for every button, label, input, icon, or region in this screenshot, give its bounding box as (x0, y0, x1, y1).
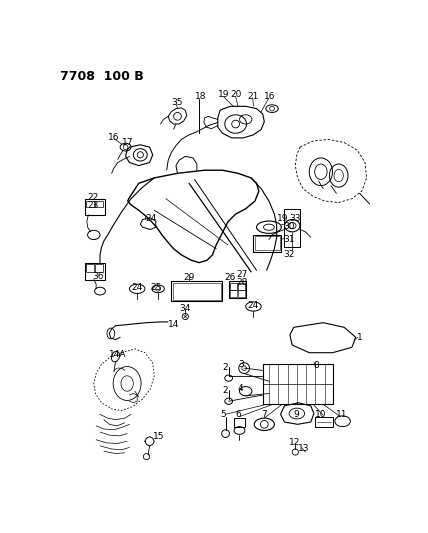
Text: 2: 2 (223, 386, 228, 395)
Bar (253, 235, 281, 252)
Bar (234, 418, 245, 427)
Text: 34: 34 (179, 304, 190, 313)
Text: 21: 21 (247, 92, 259, 101)
Bar (315, 417, 333, 427)
Text: 30: 30 (283, 222, 294, 231)
Text: 23: 23 (88, 201, 99, 210)
Text: 31: 31 (283, 235, 294, 244)
Bar (238, 282, 245, 290)
Bar (238, 290, 245, 296)
Text: 19: 19 (218, 90, 229, 99)
Bar (84, 263, 105, 280)
Text: 35: 35 (171, 98, 183, 107)
Bar (86, 201, 94, 207)
Text: 27: 27 (236, 270, 248, 279)
Text: 36: 36 (92, 272, 104, 281)
Text: 15: 15 (153, 432, 164, 441)
Bar (171, 281, 223, 301)
Text: 19: 19 (276, 214, 288, 223)
Text: 3: 3 (238, 360, 244, 369)
Bar (173, 282, 221, 300)
Text: 14: 14 (168, 320, 180, 329)
Text: 28: 28 (236, 278, 248, 287)
Bar (230, 282, 237, 290)
Text: 4: 4 (238, 384, 244, 392)
Text: 33: 33 (289, 214, 300, 223)
Text: 18: 18 (195, 92, 207, 101)
Text: 7708  100 B: 7708 100 B (59, 70, 143, 83)
Text: 24: 24 (145, 214, 156, 223)
Text: 5: 5 (220, 410, 226, 419)
Text: 8: 8 (313, 361, 319, 370)
Bar (84, 199, 105, 215)
Text: 6: 6 (236, 410, 241, 419)
Text: 13: 13 (298, 445, 310, 454)
Bar (95, 201, 103, 207)
Text: 10: 10 (315, 410, 327, 419)
Text: 12: 12 (289, 438, 300, 447)
Bar (230, 290, 237, 296)
Text: 14A: 14A (109, 350, 127, 359)
Text: 25: 25 (150, 284, 162, 293)
Bar (255, 237, 280, 251)
Text: 24: 24 (247, 301, 259, 310)
Text: 17: 17 (122, 138, 133, 147)
Text: 32: 32 (283, 251, 294, 259)
Text: 9: 9 (294, 410, 300, 419)
Text: 7: 7 (261, 410, 267, 419)
Bar (95, 264, 103, 272)
Text: 2: 2 (223, 363, 228, 372)
Text: 22: 22 (88, 193, 99, 203)
Text: 29: 29 (183, 273, 194, 282)
Bar (86, 264, 94, 272)
Text: 16: 16 (108, 133, 119, 142)
Bar (229, 281, 246, 298)
Text: 26: 26 (224, 273, 235, 282)
Text: 24: 24 (131, 284, 142, 293)
Text: 20: 20 (230, 90, 241, 99)
Text: 1: 1 (357, 334, 363, 343)
Text: 16: 16 (265, 92, 276, 101)
Bar (263, 364, 333, 405)
Text: 11: 11 (336, 410, 348, 419)
